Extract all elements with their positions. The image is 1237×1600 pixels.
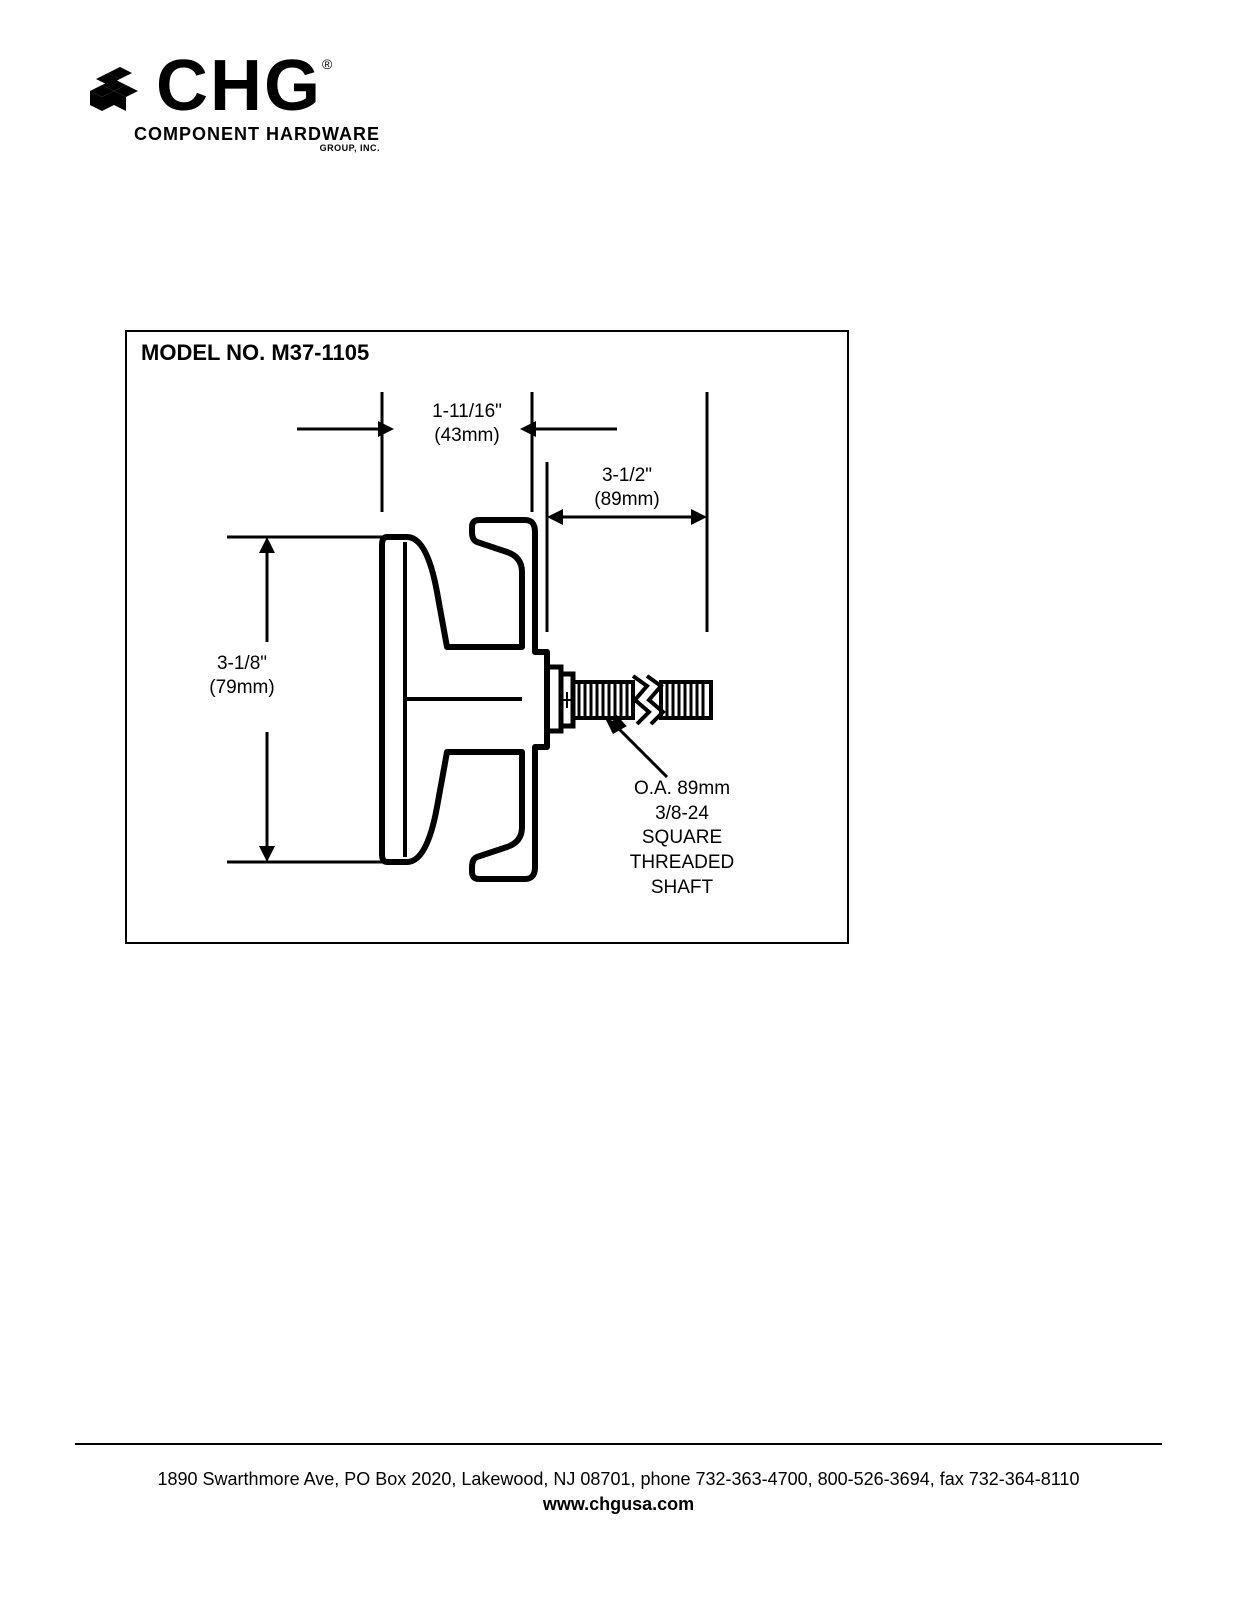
footer-address: 1890 Swarthmore Ave, PO Box 2020, Lakewo…: [0, 1469, 1237, 1490]
logo-brand: CHG: [156, 46, 322, 126]
footer-url: www.chgusa.com: [0, 1494, 1237, 1515]
logo-brand-text: CHG®: [156, 50, 332, 122]
footer-divider: [75, 1443, 1162, 1445]
logo-registered: ®: [322, 56, 332, 72]
company-logo: CHG® COMPONENT HARDWARE GROUP, INC.: [80, 50, 380, 153]
logo-row: CHG®: [80, 50, 380, 122]
logo-subtitle-1: COMPONENT HARDWARE: [80, 124, 380, 145]
technical-drawing: [127, 332, 847, 942]
diagram-frame: MODEL NO. M37-1105 1-11/16" (43mm) 3-1/2…: [125, 330, 849, 944]
logo-cubes-icon: [80, 51, 150, 121]
page: CHG® COMPONENT HARDWARE GROUP, INC. MODE…: [0, 0, 1237, 1600]
